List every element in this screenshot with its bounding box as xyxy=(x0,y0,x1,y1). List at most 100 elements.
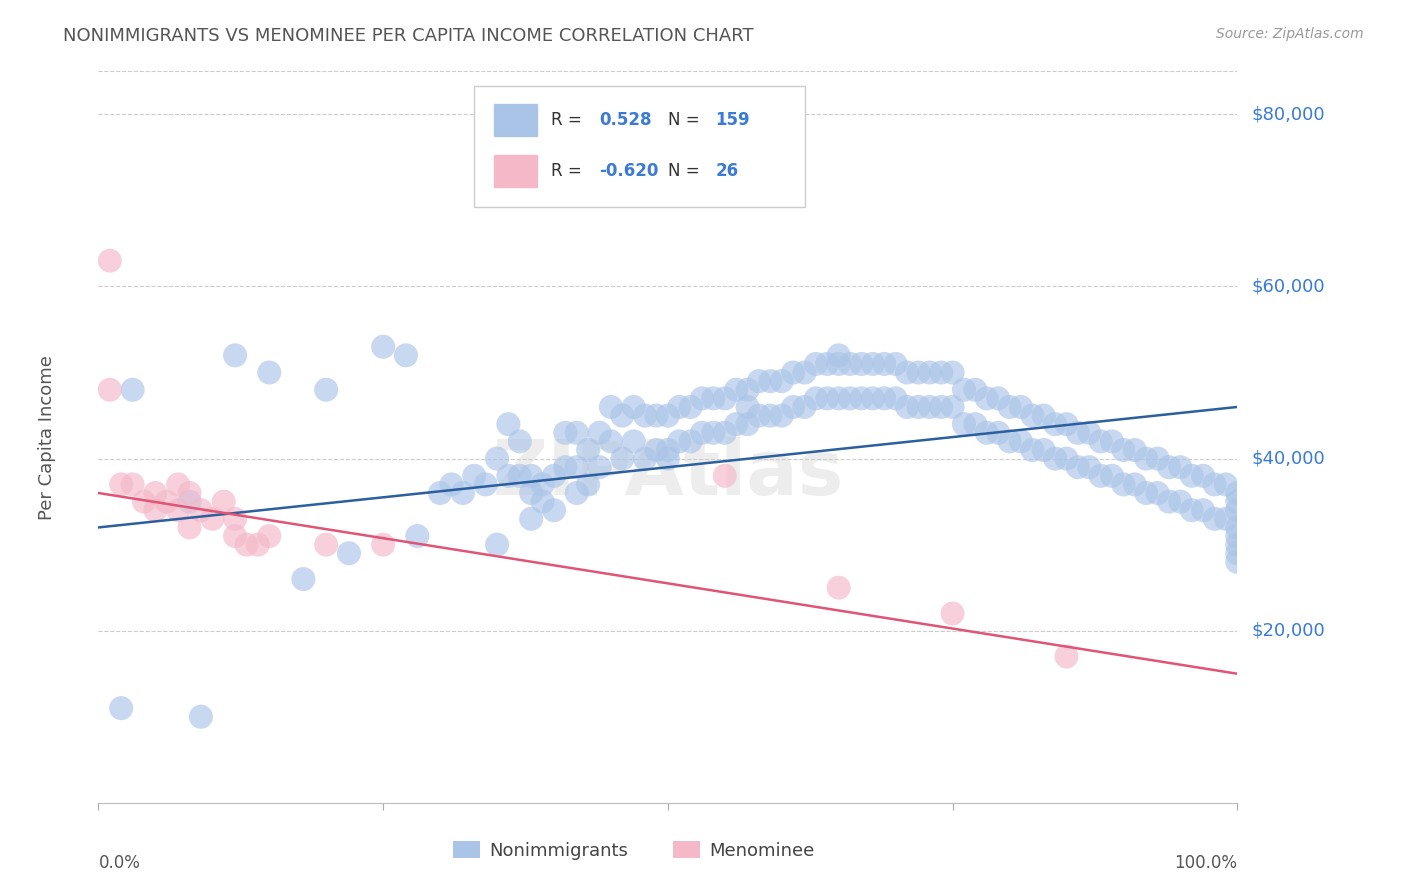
Point xyxy=(862,392,884,406)
Point xyxy=(679,434,702,449)
Point xyxy=(748,409,770,423)
Point xyxy=(167,503,190,517)
Point xyxy=(167,477,190,491)
Text: R =: R = xyxy=(551,162,581,180)
Point xyxy=(976,425,998,440)
Point xyxy=(873,357,896,371)
Point xyxy=(395,348,418,362)
Point xyxy=(942,400,965,414)
Point xyxy=(668,400,690,414)
Point xyxy=(1226,503,1249,517)
Point xyxy=(737,400,759,414)
Point xyxy=(1101,434,1123,449)
Point xyxy=(725,383,748,397)
Point xyxy=(520,468,543,483)
Point xyxy=(1021,442,1043,457)
Point xyxy=(110,701,132,715)
Point xyxy=(565,425,588,440)
Point xyxy=(828,392,851,406)
Point xyxy=(224,529,246,543)
Point xyxy=(828,357,851,371)
Point xyxy=(634,409,657,423)
Point xyxy=(440,477,463,491)
Point xyxy=(145,503,167,517)
Point xyxy=(1157,494,1180,508)
Text: Per Capita Income: Per Capita Income xyxy=(38,355,56,519)
Point xyxy=(759,409,782,423)
Point xyxy=(1078,460,1101,475)
Point xyxy=(1090,434,1112,449)
Point xyxy=(942,607,965,621)
Point xyxy=(1215,477,1237,491)
Point xyxy=(224,512,246,526)
Point xyxy=(371,538,394,552)
Point xyxy=(520,512,543,526)
Point xyxy=(463,468,485,483)
Point xyxy=(1123,442,1146,457)
Point xyxy=(679,400,702,414)
Point xyxy=(145,486,167,500)
Point xyxy=(1112,442,1135,457)
Point xyxy=(929,366,952,380)
Point xyxy=(600,400,623,414)
Point xyxy=(953,383,976,397)
Point xyxy=(793,400,815,414)
Point xyxy=(315,383,337,397)
Point xyxy=(759,374,782,388)
Point xyxy=(782,400,804,414)
Point xyxy=(976,392,998,406)
Point xyxy=(1226,494,1249,508)
Point xyxy=(804,357,827,371)
Point xyxy=(486,538,509,552)
Point xyxy=(565,460,588,475)
Point xyxy=(1054,417,1078,432)
Point xyxy=(576,442,599,457)
Text: 100.0%: 100.0% xyxy=(1174,854,1237,872)
Point xyxy=(498,468,520,483)
Point xyxy=(815,392,838,406)
Text: 26: 26 xyxy=(716,162,738,180)
Point xyxy=(1123,477,1146,491)
Point xyxy=(1090,468,1112,483)
Point xyxy=(884,392,907,406)
Point xyxy=(748,374,770,388)
Point xyxy=(987,425,1010,440)
FancyBboxPatch shape xyxy=(474,86,804,207)
Point xyxy=(543,468,565,483)
Point xyxy=(315,538,337,552)
Point xyxy=(737,383,759,397)
Text: N =: N = xyxy=(668,112,699,129)
Point xyxy=(965,417,987,432)
Point xyxy=(190,710,212,724)
Text: -0.620: -0.620 xyxy=(599,162,659,180)
Text: $80,000: $80,000 xyxy=(1251,105,1324,123)
Point xyxy=(793,366,815,380)
Point xyxy=(509,434,531,449)
Text: 159: 159 xyxy=(716,112,751,129)
Point xyxy=(623,434,645,449)
Point xyxy=(1204,477,1226,491)
Point xyxy=(531,477,554,491)
Point xyxy=(804,392,827,406)
Point xyxy=(1226,486,1249,500)
Point xyxy=(770,409,793,423)
Point xyxy=(918,366,941,380)
Point xyxy=(612,451,634,466)
Point xyxy=(645,409,668,423)
Point xyxy=(1032,442,1054,457)
Point xyxy=(737,417,759,432)
Point xyxy=(337,546,360,560)
Point xyxy=(918,400,941,414)
Point xyxy=(371,340,394,354)
Point xyxy=(474,477,496,491)
Point xyxy=(1226,520,1249,534)
Point xyxy=(884,357,907,371)
Point xyxy=(965,383,987,397)
Point xyxy=(1043,417,1066,432)
Point xyxy=(588,425,610,440)
Point xyxy=(998,434,1021,449)
Point xyxy=(1226,538,1249,552)
Legend: Nonimmigrants, Menominee: Nonimmigrants, Menominee xyxy=(446,834,821,867)
Point xyxy=(1135,451,1157,466)
Point xyxy=(543,503,565,517)
